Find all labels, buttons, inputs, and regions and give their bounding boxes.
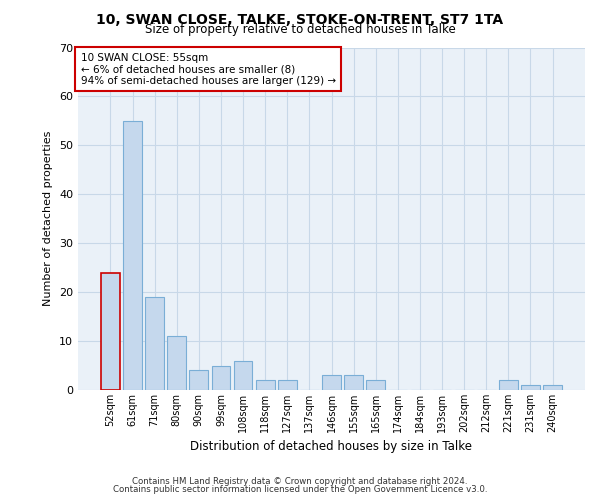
Bar — [499, 380, 518, 390]
Bar — [233, 360, 253, 390]
X-axis label: Distribution of detached houses by size in Talke: Distribution of detached houses by size … — [191, 440, 473, 454]
Bar — [367, 380, 385, 390]
Text: Contains HM Land Registry data © Crown copyright and database right 2024.: Contains HM Land Registry data © Crown c… — [132, 477, 468, 486]
Bar — [101, 272, 120, 390]
Text: 10, SWAN CLOSE, TALKE, STOKE-ON-TRENT, ST7 1TA: 10, SWAN CLOSE, TALKE, STOKE-ON-TRENT, S… — [97, 12, 503, 26]
Text: 10 SWAN CLOSE: 55sqm
← 6% of detached houses are smaller (8)
94% of semi-detache: 10 SWAN CLOSE: 55sqm ← 6% of detached ho… — [80, 52, 335, 86]
Bar — [344, 376, 363, 390]
Text: Size of property relative to detached houses in Talke: Size of property relative to detached ho… — [145, 22, 455, 36]
Bar — [167, 336, 186, 390]
Bar — [278, 380, 296, 390]
Bar — [256, 380, 275, 390]
Y-axis label: Number of detached properties: Number of detached properties — [43, 131, 53, 306]
Text: Contains public sector information licensed under the Open Government Licence v3: Contains public sector information licen… — [113, 485, 487, 494]
Bar — [190, 370, 208, 390]
Bar — [521, 385, 540, 390]
Bar — [322, 376, 341, 390]
Bar — [145, 297, 164, 390]
Bar — [212, 366, 230, 390]
Bar — [123, 121, 142, 390]
Bar — [543, 385, 562, 390]
